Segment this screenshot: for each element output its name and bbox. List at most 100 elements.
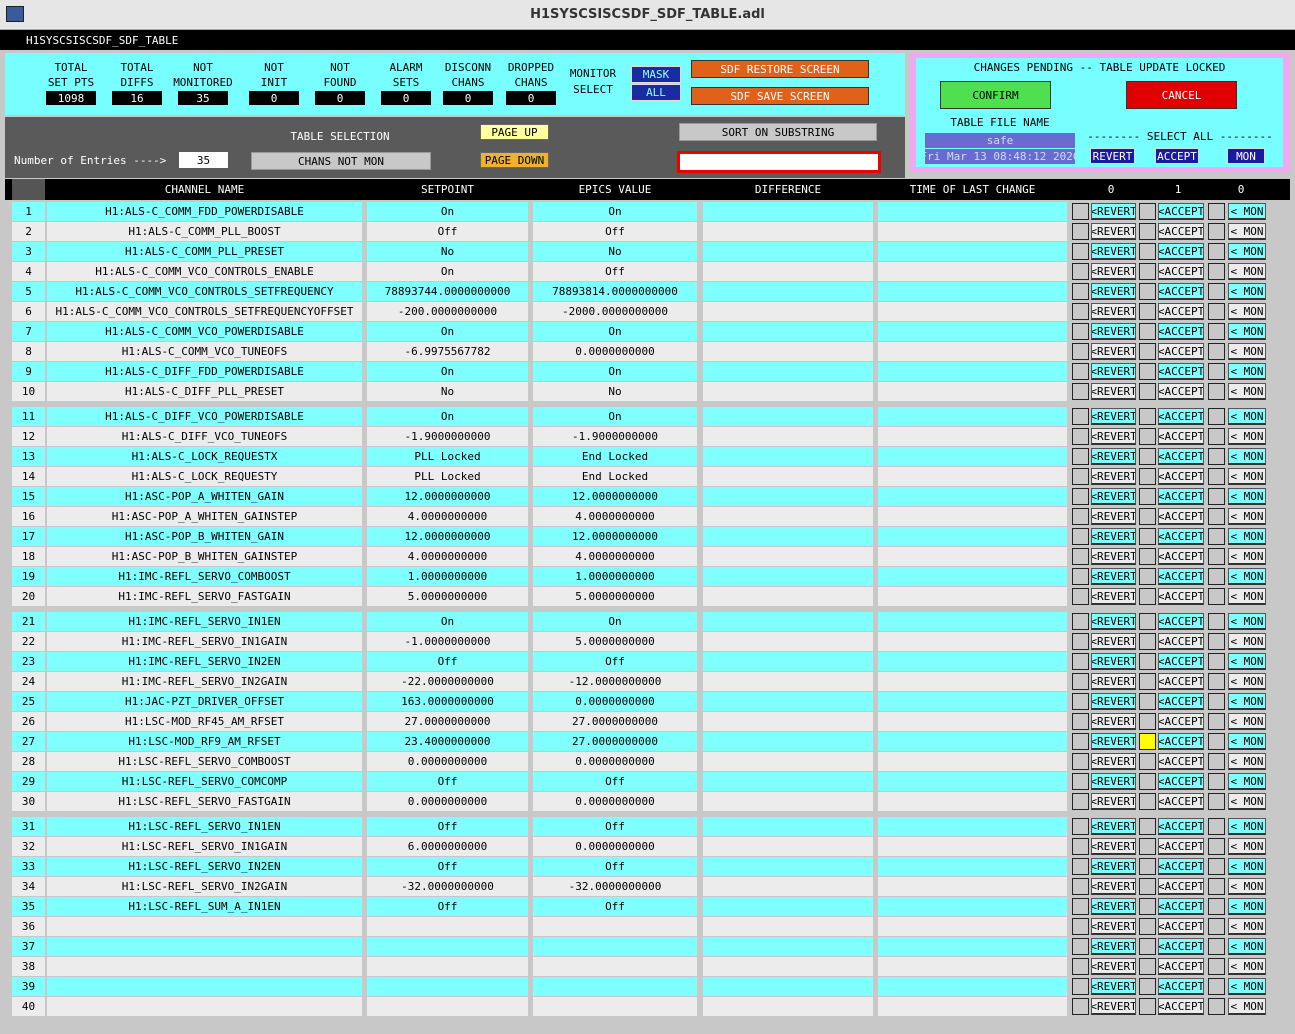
row-checkbox[interactable] <box>1208 898 1225 915</box>
row-checkbox[interactable] <box>1208 223 1225 240</box>
row-checkbox[interactable] <box>1072 693 1089 710</box>
row-checkbox[interactable] <box>1208 408 1225 425</box>
row-button[interactable]: <REVERT <box>1091 363 1136 380</box>
row-checkbox[interactable] <box>1072 488 1089 505</box>
row-button[interactable]: <REVERT <box>1091 283 1136 300</box>
row-button[interactable]: < MON <box>1228 548 1266 565</box>
row-checkbox[interactable] <box>1139 203 1156 220</box>
row-button[interactable]: < MON <box>1228 363 1266 380</box>
row-button[interactable]: < MON <box>1228 613 1266 630</box>
row-button[interactable]: < MON <box>1228 508 1266 525</box>
row-button[interactable]: <ACCEPT <box>1158 998 1204 1015</box>
row-button[interactable]: < MON <box>1228 223 1266 240</box>
row-button[interactable]: <REVERT <box>1091 898 1136 915</box>
row-button[interactable]: <REVERT <box>1091 773 1136 790</box>
row-button[interactable]: < MON <box>1228 773 1266 790</box>
row-button[interactable]: < MON <box>1228 793 1266 810</box>
row-button[interactable]: <REVERT <box>1091 223 1136 240</box>
row-checkbox[interactable] <box>1072 383 1089 400</box>
row-button[interactable]: <ACCEPT <box>1158 528 1204 545</box>
page-down[interactable]: PAGE DOWN <box>480 152 549 168</box>
row-button[interactable]: <REVERT <box>1091 383 1136 400</box>
confirm-button[interactable]: CONFIRM <box>940 81 1051 109</box>
row-checkbox[interactable] <box>1208 838 1225 855</box>
row-checkbox[interactable] <box>1208 938 1225 955</box>
row-checkbox[interactable] <box>1139 978 1156 995</box>
row-button[interactable]: <REVERT <box>1091 998 1136 1015</box>
row-button[interactable]: <ACCEPT <box>1158 243 1204 260</box>
row-button[interactable]: < MON <box>1228 998 1266 1015</box>
row-checkbox[interactable] <box>1208 878 1225 895</box>
row-button[interactable]: <REVERT <box>1091 918 1136 935</box>
row-checkbox[interactable] <box>1208 568 1225 585</box>
row-checkbox[interactable] <box>1139 508 1156 525</box>
row-button[interactable]: < MON <box>1228 568 1266 585</box>
row-checkbox[interactable] <box>1139 693 1156 710</box>
row-button[interactable]: <ACCEPT <box>1158 733 1204 750</box>
row-checkbox[interactable] <box>1072 323 1089 340</box>
row-button[interactable]: < MON <box>1228 818 1266 835</box>
row-button[interactable]: <REVERT <box>1091 303 1136 320</box>
row-button[interactable]: <ACCEPT <box>1158 428 1204 445</box>
row-button[interactable]: < MON <box>1228 858 1266 875</box>
row-checkbox[interactable] <box>1139 263 1156 280</box>
select-all-button[interactable]: REVERT <box>1090 148 1135 164</box>
row-button[interactable]: <ACCEPT <box>1158 633 1204 650</box>
row-checkbox[interactable] <box>1072 448 1089 465</box>
row-checkbox[interactable] <box>1139 568 1156 585</box>
row-checkbox[interactable] <box>1139 243 1156 260</box>
row-button[interactable]: <ACCEPT <box>1158 408 1204 425</box>
page-up[interactable]: PAGE UP <box>480 124 549 140</box>
row-checkbox[interactable] <box>1072 958 1089 975</box>
row-button[interactable]: <ACCEPT <box>1158 363 1204 380</box>
row-checkbox[interactable] <box>1208 548 1225 565</box>
row-button[interactable]: < MON <box>1228 713 1266 730</box>
row-button[interactable]: < MON <box>1228 243 1266 260</box>
row-checkbox[interactable] <box>1139 448 1156 465</box>
row-checkbox[interactable] <box>1208 693 1225 710</box>
row-checkbox[interactable] <box>1139 383 1156 400</box>
row-checkbox[interactable] <box>1139 753 1156 770</box>
row-checkbox[interactable] <box>1072 753 1089 770</box>
row-checkbox[interactable] <box>1139 428 1156 445</box>
row-button[interactable]: < MON <box>1228 383 1266 400</box>
row-button[interactable]: <ACCEPT <box>1158 203 1204 220</box>
row-checkbox[interactable] <box>1208 958 1225 975</box>
row-button[interactable]: <ACCEPT <box>1158 673 1204 690</box>
row-checkbox[interactable] <box>1139 408 1156 425</box>
row-checkbox[interactable] <box>1208 243 1225 260</box>
row-button[interactable]: <ACCEPT <box>1158 753 1204 770</box>
row-checkbox[interactable] <box>1139 633 1156 650</box>
row-checkbox[interactable] <box>1208 343 1225 360</box>
row-button[interactable]: < MON <box>1228 488 1266 505</box>
row-button[interactable]: <REVERT <box>1091 343 1136 360</box>
row-checkbox[interactable] <box>1139 653 1156 670</box>
row-button[interactable]: <REVERT <box>1091 733 1136 750</box>
row-button[interactable]: <ACCEPT <box>1158 303 1204 320</box>
row-checkbox[interactable] <box>1208 978 1225 995</box>
row-button[interactable]: <REVERT <box>1091 878 1136 895</box>
cancel-button[interactable]: CANCEL <box>1126 81 1237 109</box>
row-button[interactable]: <REVERT <box>1091 323 1136 340</box>
row-button[interactable]: < MON <box>1228 408 1266 425</box>
row-button[interactable]: <ACCEPT <box>1158 488 1204 505</box>
row-button[interactable]: <REVERT <box>1091 408 1136 425</box>
row-checkbox[interactable] <box>1208 323 1225 340</box>
row-checkbox[interactable] <box>1072 793 1089 810</box>
row-checkbox[interactable] <box>1072 773 1089 790</box>
row-checkbox[interactable] <box>1072 528 1089 545</box>
row-checkbox[interactable] <box>1208 753 1225 770</box>
row-checkbox[interactable] <box>1072 283 1089 300</box>
row-checkbox[interactable] <box>1139 733 1156 750</box>
row-checkbox[interactable] <box>1072 223 1089 240</box>
row-button[interactable]: <ACCEPT <box>1158 343 1204 360</box>
row-checkbox[interactable] <box>1072 548 1089 565</box>
row-checkbox[interactable] <box>1072 878 1089 895</box>
row-button[interactable]: < MON <box>1228 898 1266 915</box>
row-button[interactable]: <REVERT <box>1091 613 1136 630</box>
sort-button[interactable]: SORT ON SUBSTRING <box>679 123 877 141</box>
row-checkbox[interactable] <box>1139 773 1156 790</box>
row-button[interactable]: <REVERT <box>1091 838 1136 855</box>
row-button[interactable]: < MON <box>1228 263 1266 280</box>
row-checkbox[interactable] <box>1139 878 1156 895</box>
